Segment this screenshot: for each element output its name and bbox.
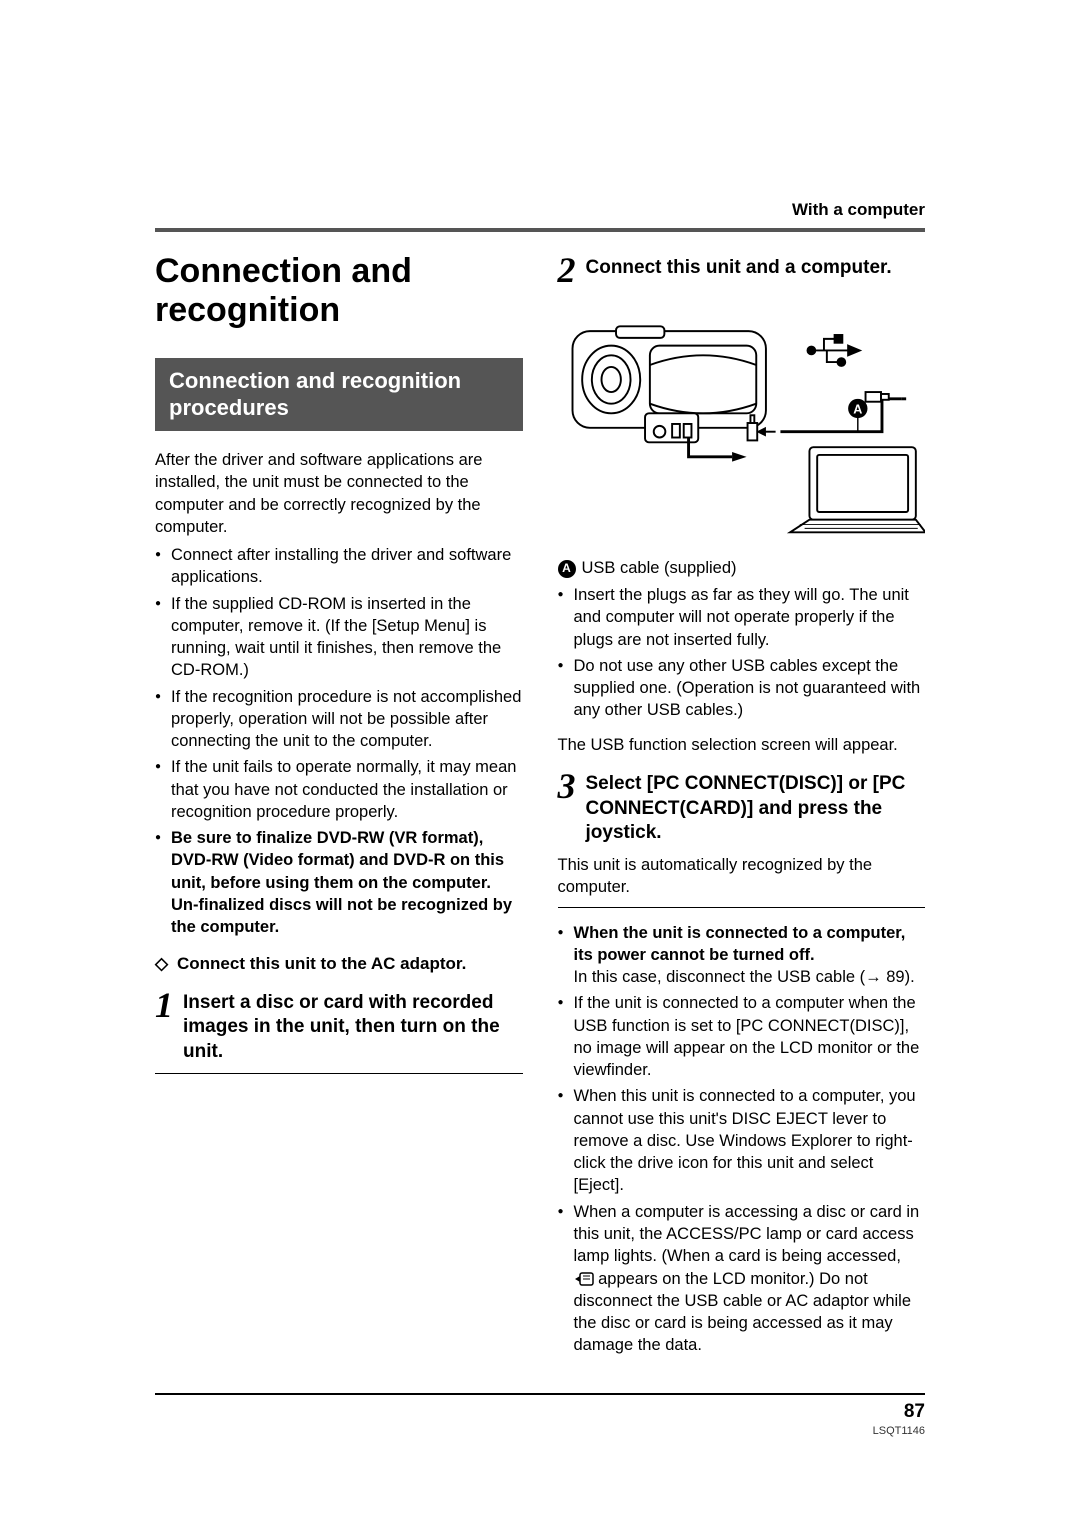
svg-text:A: A — [853, 402, 862, 416]
step-text: Select [PC CONNECT(DISC)] or [PC CONNECT… — [586, 768, 926, 846]
intro-bullets: Connect after installing the driver and … — [155, 544, 523, 939]
step-3: 3 Select [PC CONNECT(DISC)] or [PC CONNE… — [558, 768, 926, 846]
access-note-pre: When a computer is accessing a disc or c… — [574, 1203, 920, 1266]
power-off-sub: In this case, disconnect the USB cable (… — [574, 968, 915, 986]
list-item: If the unit fails to operate normally, i… — [155, 756, 523, 823]
connection-illustration: A — [558, 308, 926, 538]
step-number: 1 — [155, 987, 173, 1023]
header-rule — [155, 228, 925, 232]
list-item: If the recognition procedure is not acco… — [155, 686, 523, 753]
access-note-post: appears on the LCD monitor.) Do not disc… — [574, 1270, 912, 1355]
label-a-badge: A — [558, 560, 576, 578]
right-column: 2 Connect this unit and a computer. — [558, 252, 926, 1363]
list-item: Connect after installing the driver and … — [155, 544, 523, 589]
notes-bullets: When the unit is connected to a computer… — [558, 922, 926, 1357]
step-rule — [558, 907, 926, 908]
list-item: When the unit is connected to a computer… — [558, 922, 926, 989]
content-columns: Connection and recognition Connection an… — [155, 252, 925, 1363]
usb-note: The USB function selection screen will a… — [558, 734, 926, 756]
precondition-line: Connect this unit to the AC adaptor. — [155, 953, 523, 975]
step-number: 2 — [558, 252, 576, 288]
connection-bullets: Insert the plugs as far as they will go.… — [558, 584, 926, 722]
step-text: Insert a disc or card with recorded imag… — [183, 987, 523, 1065]
section-heading-box: Connection and recognition procedures — [155, 358, 523, 431]
footer-rule — [155, 1393, 925, 1395]
section-header: With a computer — [155, 200, 925, 220]
left-column: Connection and recognition Connection an… — [155, 252, 523, 1363]
list-item: When a computer is accessing a disc or c… — [558, 1201, 926, 1357]
intro-paragraph: After the driver and software applicatio… — [155, 449, 523, 538]
list-item: If the unit is connected to a computer w… — [558, 992, 926, 1081]
list-item: Do not use any other USB cables except t… — [558, 655, 926, 722]
list-item: Insert the plugs as far as they will go.… — [558, 584, 926, 651]
page-title: Connection and recognition — [155, 252, 523, 330]
step-text: Connect this unit and a computer. — [586, 252, 892, 281]
document-id: LSQT1146 — [155, 1425, 925, 1437]
list-item-bold: Be sure to finalize DVD-RW (VR format), … — [155, 827, 523, 938]
step-number: 3 — [558, 768, 576, 804]
step-2: 2 Connect this unit and a computer. — [558, 252, 926, 288]
step-rule — [155, 1073, 523, 1074]
page-number: 87 — [155, 1401, 925, 1423]
power-off-note: When the unit is connected to a computer… — [574, 924, 906, 964]
step-1: 1 Insert a disc or card with recorded im… — [155, 987, 523, 1065]
label-a-text: USB cable (supplied) — [582, 559, 737, 577]
auto-recognition-note: This unit is automatically recognized by… — [558, 854, 926, 899]
list-item: When this unit is connected to a compute… — [558, 1085, 926, 1196]
card-access-icon — [574, 1272, 594, 1286]
list-item: If the supplied CD-ROM is inserted in th… — [155, 593, 523, 682]
label-a-line: A USB cable (supplied) — [558, 557, 926, 580]
